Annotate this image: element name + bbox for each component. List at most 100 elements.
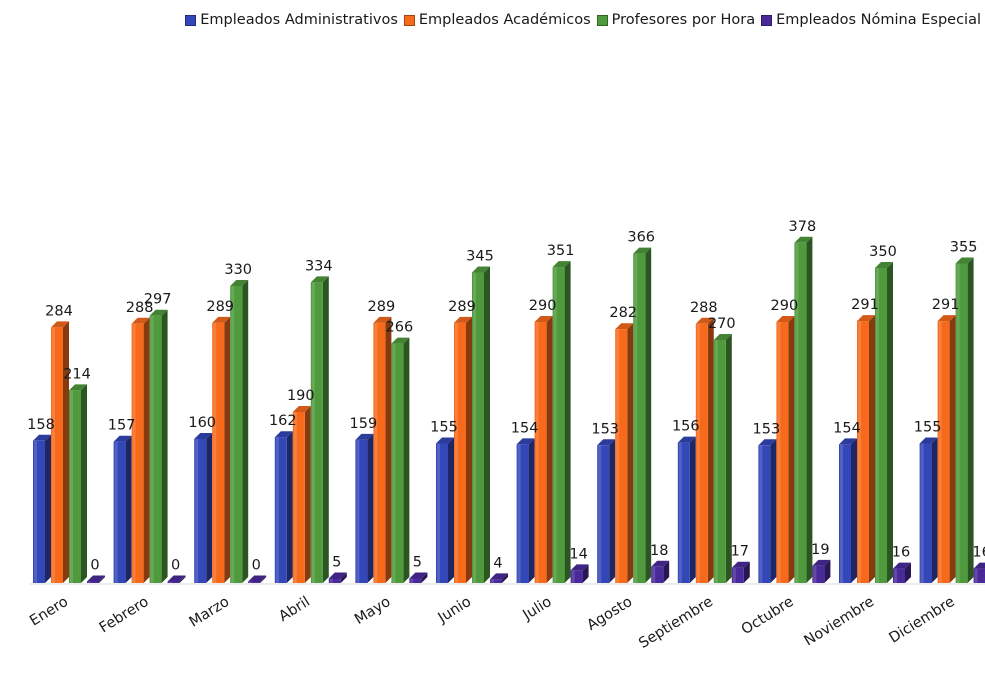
bar-hourly-7: [633, 247, 652, 583]
value-label-special-8: 17: [731, 544, 749, 560]
bar-special-8: [731, 561, 750, 583]
value-label-academic-3: 190: [287, 388, 315, 404]
value-label-academic-8: 288: [690, 300, 718, 316]
value-label-hourly-3: 334: [305, 258, 333, 274]
bar-special-7: [651, 560, 670, 583]
bar-admin-4: [355, 433, 374, 583]
value-label-admin-9: 153: [753, 421, 781, 437]
bar-special-2: [248, 575, 267, 583]
value-label-hourly-8: 270: [708, 316, 736, 332]
value-label-hourly-10: 350: [869, 244, 897, 260]
bar-hourly-9: [794, 236, 813, 584]
bar-special-11: [973, 562, 985, 583]
bar-hourly-5: [472, 266, 490, 583]
bar-special-1: [167, 575, 186, 583]
legend-swatch-icon: [761, 14, 773, 26]
value-label-special-6: 14: [569, 546, 587, 562]
bar-admin-2: [194, 433, 213, 583]
legend-swatch-icon: [596, 14, 608, 26]
value-label-admin-5: 155: [430, 420, 458, 436]
bar-academic-5: [454, 316, 472, 583]
bar-hourly-8: [713, 334, 732, 583]
value-label-hourly-6: 351: [547, 243, 575, 259]
bar-special-9: [812, 559, 831, 583]
bar-admin-7: [597, 439, 616, 583]
value-label-special-0: 0: [90, 558, 99, 574]
value-label-academic-7: 282: [609, 305, 637, 321]
value-label-hourly-9: 378: [789, 219, 817, 235]
value-label-academic-1: 288: [126, 300, 154, 316]
legend-item-2: Profesores por Hora: [596, 12, 756, 28]
value-label-hourly-1: 297: [144, 292, 172, 308]
value-label-admin-11: 155: [914, 420, 942, 436]
legend-item-1: Empleados Académicos: [403, 12, 591, 28]
value-label-admin-8: 156: [672, 419, 700, 435]
category-label-2: Marzo: [187, 594, 233, 631]
value-label-academic-9: 290: [771, 298, 799, 314]
bar-hourly-10: [875, 262, 893, 583]
bar-academic-10: [857, 315, 875, 583]
category-label-4: Mayo: [352, 594, 394, 628]
category-label-8: Septiembre: [636, 594, 716, 652]
value-label-academic-2: 289: [206, 299, 234, 315]
value-label-admin-3: 162: [269, 413, 297, 429]
value-label-academic-6: 290: [529, 298, 557, 314]
bar-academic-1: [131, 317, 150, 583]
value-label-academic-4: 289: [368, 299, 396, 315]
value-label-hourly-11: 355: [950, 240, 978, 256]
value-label-special-4: 5: [413, 555, 422, 571]
value-label-admin-7: 153: [591, 421, 619, 437]
bar-special-5: [490, 573, 508, 583]
bar-academic-6: [534, 316, 553, 583]
category-labels: Enero Febrero Marzo Abril Mayo Junio Julio Agos…: [27, 594, 958, 652]
category-label-9: Octubre: [739, 594, 797, 638]
value-label-admin-4: 159: [350, 416, 378, 432]
value-label-hourly-7: 366: [627, 230, 655, 246]
legend-label: Empleados Académicos: [418, 12, 591, 28]
value-label-special-5: 4: [493, 555, 502, 571]
legend-label: Empleados Administrativos: [200, 12, 398, 28]
value-label-admin-0: 158: [27, 417, 55, 433]
bar-academic-3: [292, 406, 311, 583]
bar-hourly-1: [149, 309, 168, 583]
bar-hourly-0: [69, 384, 87, 583]
bar-academic-0: [51, 321, 69, 583]
bar-admin-1: [113, 435, 132, 583]
legend-swatch-icon: [185, 14, 197, 26]
value-label-admin-1: 157: [108, 418, 136, 434]
value-label-hourly-5: 345: [466, 249, 494, 265]
bar-admin-8: [677, 436, 696, 583]
legend-label: Profesores por Hora: [611, 12, 756, 28]
legend-label: Empleados Nómina Especial: [776, 12, 981, 28]
bar-academic-4: [373, 316, 392, 583]
category-label-0: Enero: [27, 594, 71, 630]
value-label-hourly-2: 330: [224, 262, 252, 278]
bar-special-0: [87, 575, 105, 583]
category-label-5: Junio: [435, 594, 475, 627]
value-label-special-9: 19: [811, 542, 829, 558]
bar-admin-6: [516, 438, 535, 583]
value-label-admin-2: 160: [188, 415, 216, 431]
category-label-3: Abril: [276, 594, 313, 625]
value-label-admin-10: 154: [833, 420, 861, 436]
bar-hourly-11: [955, 257, 974, 583]
bar-admin-10: [839, 438, 857, 583]
bar-academic-9: [776, 316, 795, 583]
bar-hourly-4: [391, 337, 410, 583]
bar-admin-0: [33, 434, 51, 583]
bar-special-4: [409, 572, 428, 583]
value-label-special-7: 18: [650, 543, 668, 559]
value-label-academic-10: 291: [851, 297, 879, 313]
bar-academic-2: [212, 316, 231, 583]
bar-special-3: [328, 572, 347, 583]
category-label-7: Agosto: [584, 594, 635, 634]
bar-admin-5: [436, 437, 454, 583]
value-label-academic-5: 289: [448, 299, 476, 315]
bar-special-10: [893, 562, 911, 583]
bar-hourly-3: [310, 276, 329, 583]
value-label-special-11: 16: [972, 545, 985, 561]
value-labels: 1582842140157288297016028933001621903345…: [27, 219, 985, 574]
value-label-hourly-4: 266: [386, 320, 414, 336]
bar-hourly-6: [552, 261, 571, 583]
